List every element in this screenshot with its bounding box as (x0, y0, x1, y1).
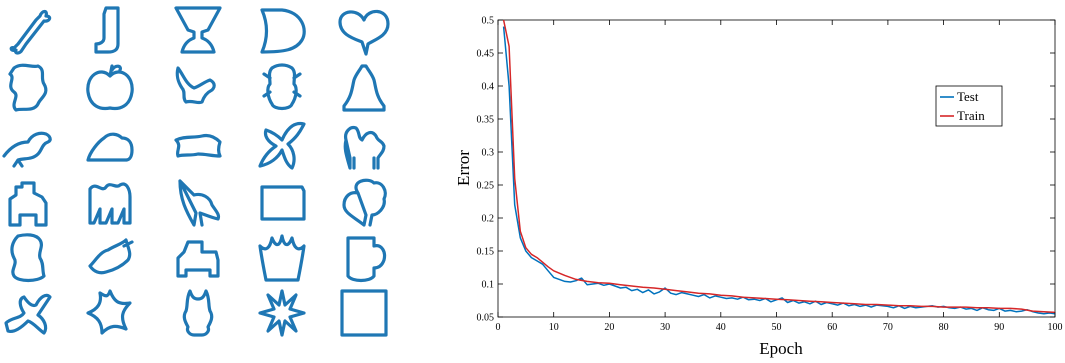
y-tick-label: 0.15 (477, 247, 495, 258)
shape-outline (343, 126, 386, 170)
shape-outline (88, 182, 132, 225)
x-tick-label: 0 (496, 322, 501, 333)
y-tick-label: 0.3 (482, 148, 495, 159)
shape-grid-panel (0, 0, 400, 358)
shape-outline (8, 181, 48, 227)
x-tick-label: 40 (716, 322, 726, 333)
y-tick-label: 0.45 (477, 49, 495, 60)
shape-chicken (178, 179, 221, 227)
shape-outline (174, 133, 222, 158)
shape-apple (86, 64, 134, 111)
shape-outline (2, 131, 52, 168)
x-tick-label: 90 (994, 322, 1004, 333)
shape-outline (342, 64, 386, 112)
shape-square (340, 289, 388, 337)
shape-blob (8, 63, 48, 112)
x-tick-label: 50 (772, 322, 782, 333)
shape-outline (338, 9, 390, 56)
x-tick-label: 30 (660, 322, 670, 333)
shape-bird-flying (175, 66, 216, 105)
shape-camel (343, 126, 386, 170)
shape-outline (342, 178, 387, 227)
shape-heart (338, 9, 390, 56)
shape-outline (182, 289, 214, 337)
shape-outline (88, 238, 134, 275)
shape-outline (9, 9, 52, 55)
x-tick-label: 70 (883, 322, 893, 333)
shape-outline (340, 289, 388, 337)
x-tick-label: 100 (1048, 322, 1063, 333)
shape-bone (9, 9, 52, 55)
shape-lizard (4, 293, 52, 335)
shape-cattle (88, 182, 132, 225)
x-tick-label: 10 (549, 322, 559, 333)
shape-bird (2, 131, 52, 168)
error-line-chart: 0 10 20 30 40 50 60 70 80 90 100 0.05 0.1 0.15 0.2 0.25… (445, 0, 1065, 359)
shape-outline (258, 121, 306, 170)
shape-turkey (342, 178, 387, 227)
legend-train-label: Train (957, 108, 985, 123)
shape-devil (182, 289, 214, 337)
shape-outline (175, 66, 216, 105)
legend-test-label: Test (957, 89, 979, 104)
shape-fish (174, 133, 222, 158)
shape-bell (342, 64, 386, 112)
shape-outline (178, 179, 221, 227)
x-tick-label: 80 (939, 322, 949, 333)
shape-outline (258, 234, 306, 282)
shape-boot (94, 6, 120, 54)
chart-svg: 0 10 20 30 40 50 60 70 80 90 100 0.05 0.1 0.15 0.2 0.25… (454, 16, 1063, 359)
shape-outline (260, 8, 306, 54)
shape-outline (86, 289, 132, 335)
series-line-train (502, 19, 1056, 314)
shape-star-burst (258, 289, 306, 337)
shape-shoe (86, 132, 134, 162)
y-tick-label: 0.35 (477, 115, 495, 126)
shape-outline (86, 132, 134, 162)
shape-starfish (86, 289, 132, 335)
shape-house (8, 181, 48, 227)
shape-outline (174, 6, 222, 54)
shape-car (176, 240, 220, 278)
x-tick-label: 20 (604, 322, 614, 333)
shape-fish-tail (88, 238, 134, 275)
y-tick-label: 0.2 (482, 214, 495, 225)
shape-outline (86, 64, 134, 111)
x-tick-label: 60 (827, 322, 837, 333)
shape-semicircle (260, 8, 306, 54)
shape-outline (94, 6, 120, 54)
shape-outline (176, 240, 220, 278)
y-tick-label: 0.1 (482, 280, 495, 291)
shape-rectangle (260, 185, 306, 221)
y-tick-label: 0.5 (482, 16, 495, 27)
shape-butterfly (258, 121, 306, 170)
shape-outline (258, 289, 306, 337)
legend-box (935, 85, 1003, 127)
y-tick-label: 0.4 (482, 82, 495, 93)
shape-outline (8, 63, 48, 112)
x-axis-label: Epoch (759, 339, 803, 358)
chart-legend: Test Train (935, 85, 1003, 127)
plot-area (497, 19, 1056, 318)
shape-beetle (262, 63, 302, 111)
shape-crown (258, 234, 306, 282)
shape-outline (260, 185, 306, 221)
y-tick-label: 0.25 (477, 181, 495, 192)
shape-vase (10, 233, 46, 283)
shape-outline (346, 236, 387, 283)
shape-outline (4, 293, 52, 335)
y-axis-label: Error (454, 150, 473, 186)
shape-outline (262, 63, 302, 111)
shape-outline (10, 233, 46, 283)
shape-cup (346, 236, 387, 283)
shape-grid (2, 6, 390, 337)
y-tick-label: 0.05 (477, 313, 495, 324)
shape-chalice (174, 6, 222, 54)
